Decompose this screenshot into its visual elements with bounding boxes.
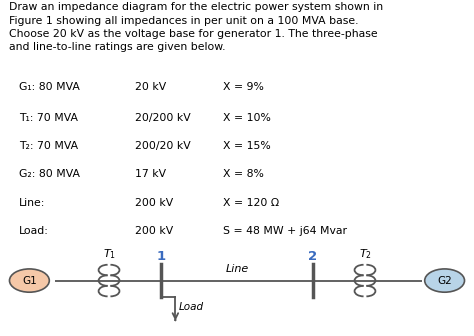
Text: T₂: 70 MVA: T₂: 70 MVA <box>19 141 78 151</box>
Text: X = 8%: X = 8% <box>223 169 264 179</box>
Text: S = 48 MW + j64 Mvar: S = 48 MW + j64 Mvar <box>223 226 347 236</box>
Text: G1: G1 <box>22 276 37 286</box>
Text: X = 120 Ω: X = 120 Ω <box>223 198 279 208</box>
Text: Draw an impedance diagram for the electric power system shown in
Figure 1 showin: Draw an impedance diagram for the electr… <box>9 2 383 52</box>
Text: X = 10%: X = 10% <box>223 113 271 123</box>
Text: 200 kV: 200 kV <box>135 226 173 236</box>
Text: G2: G2 <box>437 276 452 286</box>
Circle shape <box>9 269 49 292</box>
Text: Line: Line <box>225 264 249 275</box>
Text: 20 kV: 20 kV <box>135 82 166 92</box>
Text: $T_2$: $T_2$ <box>358 247 372 261</box>
Text: G₂: 80 MVA: G₂: 80 MVA <box>19 169 80 179</box>
Text: 200/20 kV: 200/20 kV <box>135 141 191 151</box>
Text: T₁: 70 MVA: T₁: 70 MVA <box>19 113 78 123</box>
Text: 200 kV: 200 kV <box>135 198 173 208</box>
Text: Load: Load <box>179 302 204 312</box>
Text: $T_1$: $T_1$ <box>102 247 116 261</box>
Text: G₁: 80 MVA: G₁: 80 MVA <box>19 82 80 92</box>
Text: 1: 1 <box>156 250 166 263</box>
Text: X = 9%: X = 9% <box>223 82 264 92</box>
Text: 17 kV: 17 kV <box>135 169 166 179</box>
Text: Load:: Load: <box>19 226 49 236</box>
Text: 20/200 kV: 20/200 kV <box>135 113 191 123</box>
Text: 2: 2 <box>308 250 318 263</box>
Text: Line:: Line: <box>19 198 45 208</box>
Text: X = 15%: X = 15% <box>223 141 271 151</box>
Circle shape <box>425 269 465 292</box>
